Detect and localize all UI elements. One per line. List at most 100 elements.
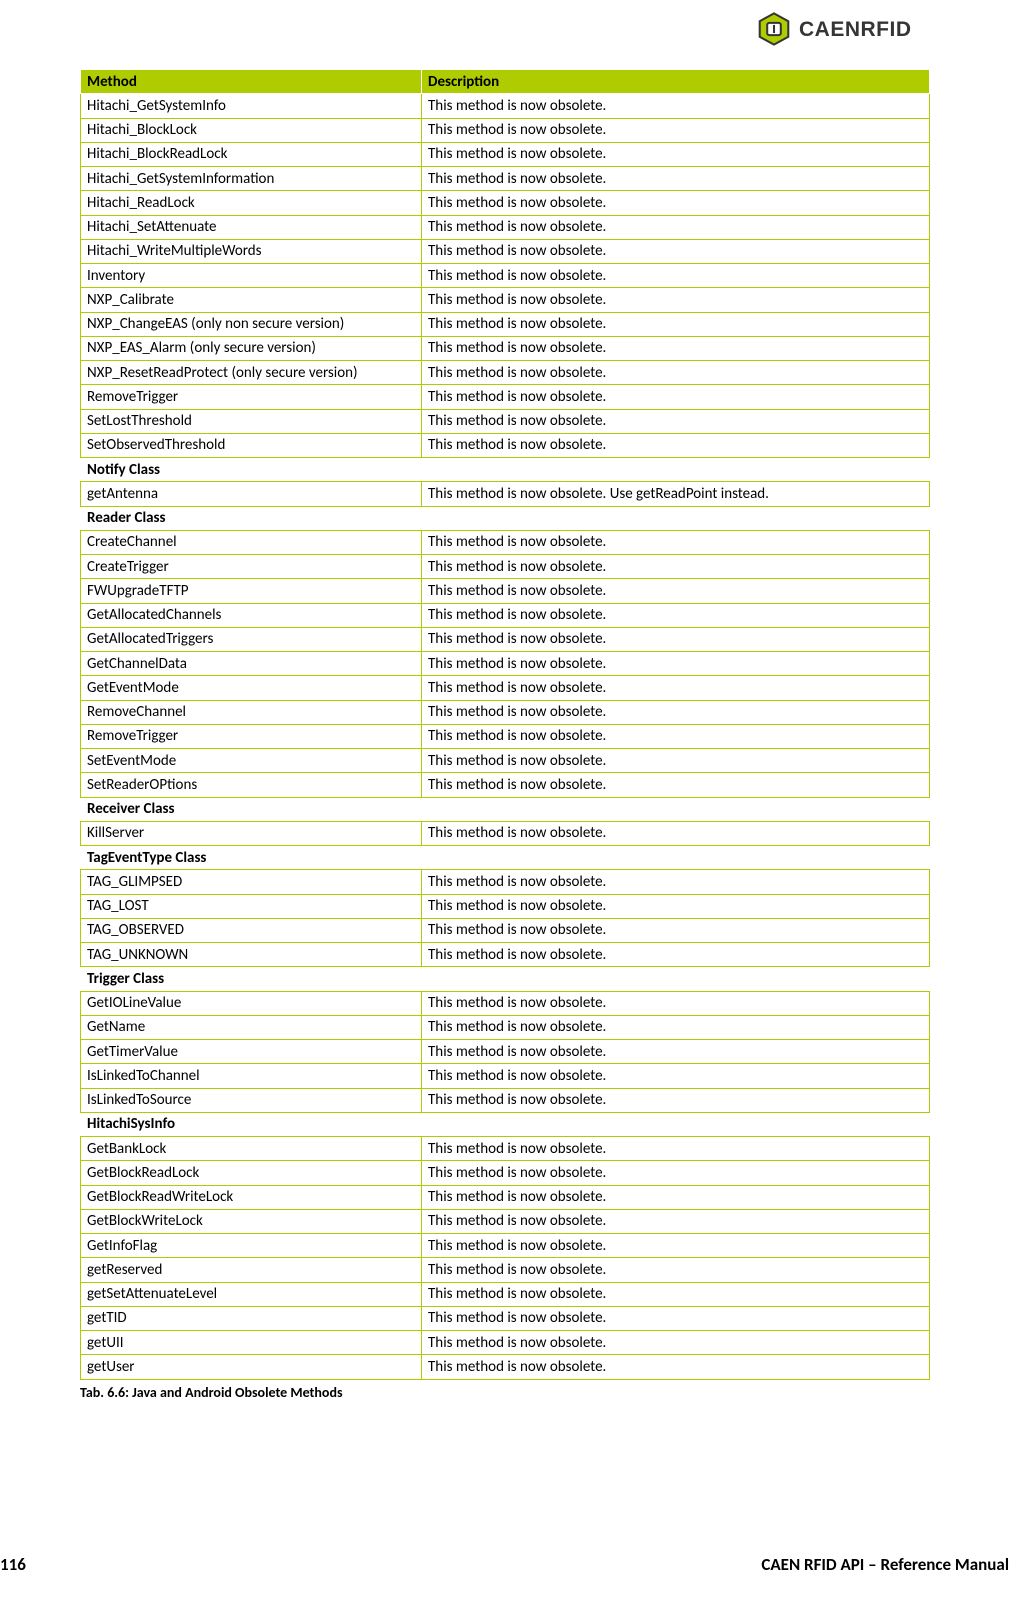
description-cell: This method is now obsolete. <box>422 1137 930 1161</box>
method-cell: GetBlockReadLock <box>81 1161 422 1185</box>
table-row: getReservedThis method is now obsolete. <box>81 1258 930 1282</box>
table-row: GetIOLineValueThis method is now obsolet… <box>81 991 930 1015</box>
table-row: CreateChannelThis method is now obsolete… <box>81 530 930 554</box>
table-row: SetObservedThresholdThis method is now o… <box>81 433 930 457</box>
method-cell: IsLinkedToSource <box>81 1088 422 1112</box>
description-cell: This method is now obsolete. <box>422 1355 930 1379</box>
section-header-row: Notify Class <box>81 458 930 482</box>
method-cell: FWUpgradeTFTP <box>81 579 422 603</box>
description-cell: This method is now obsolete. <box>422 385 930 409</box>
description-cell: This method is now obsolete. <box>422 118 930 142</box>
description-cell: This method is now obsolete. <box>422 1306 930 1330</box>
logo-text: CAENRFID <box>799 18 912 41</box>
description-cell: This method is now obsolete. <box>422 603 930 627</box>
description-cell: This method is now obsolete. <box>422 1282 930 1306</box>
table-row: Hitachi_WriteMultipleWordsThis method is… <box>81 239 930 263</box>
method-cell: GetAllocatedTriggers <box>81 627 422 651</box>
description-cell: This method is now obsolete. <box>422 1258 930 1282</box>
section-header-row: Reader Class <box>81 506 930 530</box>
section-label: TagEventType Class <box>81 846 930 870</box>
description-cell: This method is now obsolete. <box>422 409 930 433</box>
description-cell: This method is now obsolete. <box>422 749 930 773</box>
table-row: Hitachi_GetSystemInfoThis method is now … <box>81 94 930 118</box>
description-cell: This method is now obsolete. <box>422 1185 930 1209</box>
table-row: TAG_LOSTThis method is now obsolete. <box>81 894 930 918</box>
section-header-row: TagEventType Class <box>81 846 930 870</box>
method-cell: GetIOLineValue <box>81 991 422 1015</box>
method-cell: RemoveTrigger <box>81 385 422 409</box>
description-cell: This method is now obsolete. <box>422 361 930 385</box>
description-cell: This method is now obsolete. <box>422 142 930 166</box>
method-cell: TAG_LOST <box>81 894 422 918</box>
description-cell: This method is now obsolete. <box>422 264 930 288</box>
method-cell: Hitachi_ReadLock <box>81 191 422 215</box>
table-row: SetEventModeThis method is now obsolete. <box>81 749 930 773</box>
description-cell: This method is now obsolete. <box>422 943 930 967</box>
table-row: TAG_UNKNOWNThis method is now obsolete. <box>81 943 930 967</box>
method-cell: GetChannelData <box>81 652 422 676</box>
table-row: NXP_CalibrateThis method is now obsolete… <box>81 288 930 312</box>
table-row: getAntennaThis method is now obsolete. U… <box>81 482 930 506</box>
method-cell: Hitachi_BlockReadLock <box>81 142 422 166</box>
description-cell: This method is now obsolete. <box>422 1161 930 1185</box>
section-label: Reader Class <box>81 506 930 530</box>
table-row: FWUpgradeTFTPThis method is now obsolete… <box>81 579 930 603</box>
description-cell: This method is now obsolete. <box>422 579 930 603</box>
description-cell: This method is now obsolete. <box>422 312 930 336</box>
method-cell: getAntenna <box>81 482 422 506</box>
method-cell: TAG_UNKNOWN <box>81 943 422 967</box>
table-row: IsLinkedToSourceThis method is now obsol… <box>81 1088 930 1112</box>
table-caption: Tab. 6.6: Java and Android Obsolete Meth… <box>80 1380 1009 1401</box>
description-cell: This method is now obsolete. <box>422 1040 930 1064</box>
method-cell: getSetAttenuateLevel <box>81 1282 422 1306</box>
method-cell: NXP_Calibrate <box>81 288 422 312</box>
description-cell: This method is now obsolete. <box>422 94 930 118</box>
table-row: GetAllocatedChannelsThis method is now o… <box>81 603 930 627</box>
table-row: GetBankLockThis method is now obsolete. <box>81 1137 930 1161</box>
table-row: Hitachi_BlockLockThis method is now obso… <box>81 118 930 142</box>
table-row: SetReaderOPtionsThis method is now obsol… <box>81 773 930 797</box>
table-row: KillServerThis method is now obsolete. <box>81 821 930 845</box>
page-number: 116 <box>0 1554 26 1575</box>
table-row: IsLinkedToChannelThis method is now obso… <box>81 1064 930 1088</box>
table-header-row: Method Description <box>81 70 930 94</box>
method-cell: SetObservedThreshold <box>81 433 422 457</box>
brand-logo: CAENRFID <box>757 12 989 46</box>
logo-text-icon: CAENRFID <box>799 17 989 41</box>
method-cell: KillServer <box>81 821 422 845</box>
table-row: NXP_ResetReadProtect (only secure versio… <box>81 361 930 385</box>
table-row: GetBlockWriteLockThis method is now obso… <box>81 1209 930 1233</box>
method-cell: RemoveTrigger <box>81 724 422 748</box>
description-cell: This method is now obsolete. <box>422 239 930 263</box>
table-row: GetBlockReadLockThis method is now obsol… <box>81 1161 930 1185</box>
method-cell: CreateChannel <box>81 530 422 554</box>
table-row: Hitachi_SetAttenuateThis method is now o… <box>81 215 930 239</box>
description-cell: This method is now obsolete. <box>422 991 930 1015</box>
method-cell: GetName <box>81 1015 422 1039</box>
description-cell: This method is now obsolete. <box>422 700 930 724</box>
description-cell: This method is now obsolete. <box>422 433 930 457</box>
table-row: CreateTriggerThis method is now obsolete… <box>81 555 930 579</box>
page-footer: 116 CAEN RFID API – Reference Manual <box>0 1554 1009 1575</box>
table-row: Hitachi_GetSystemInformationThis method … <box>81 167 930 191</box>
method-cell: TAG_GLIMPSED <box>81 870 422 894</box>
table-row: TAG_OBSERVEDThis method is now obsolete. <box>81 918 930 942</box>
description-cell: This method is now obsolete. <box>422 191 930 215</box>
header-logo-wrap: CAENRFID <box>0 12 1009 51</box>
method-cell: CreateTrigger <box>81 555 422 579</box>
method-cell: Hitachi_BlockLock <box>81 118 422 142</box>
description-cell: This method is now obsolete. Use getRead… <box>422 482 930 506</box>
section-label: Notify Class <box>81 458 930 482</box>
method-cell: RemoveChannel <box>81 700 422 724</box>
description-cell: This method is now obsolete. <box>422 1234 930 1258</box>
table-row: getUIIThis method is now obsolete. <box>81 1331 930 1355</box>
description-cell: This method is now obsolete. <box>422 1064 930 1088</box>
description-cell: This method is now obsolete. <box>422 724 930 748</box>
section-label: Trigger Class <box>81 967 930 991</box>
table-row: GetChannelDataThis method is now obsolet… <box>81 652 930 676</box>
method-cell: IsLinkedToChannel <box>81 1064 422 1088</box>
col-header-method: Method <box>81 70 422 94</box>
table-row: getUserThis method is now obsolete. <box>81 1355 930 1379</box>
section-label: HitachiSysInfo <box>81 1112 930 1136</box>
method-cell: Hitachi_GetSystemInfo <box>81 94 422 118</box>
